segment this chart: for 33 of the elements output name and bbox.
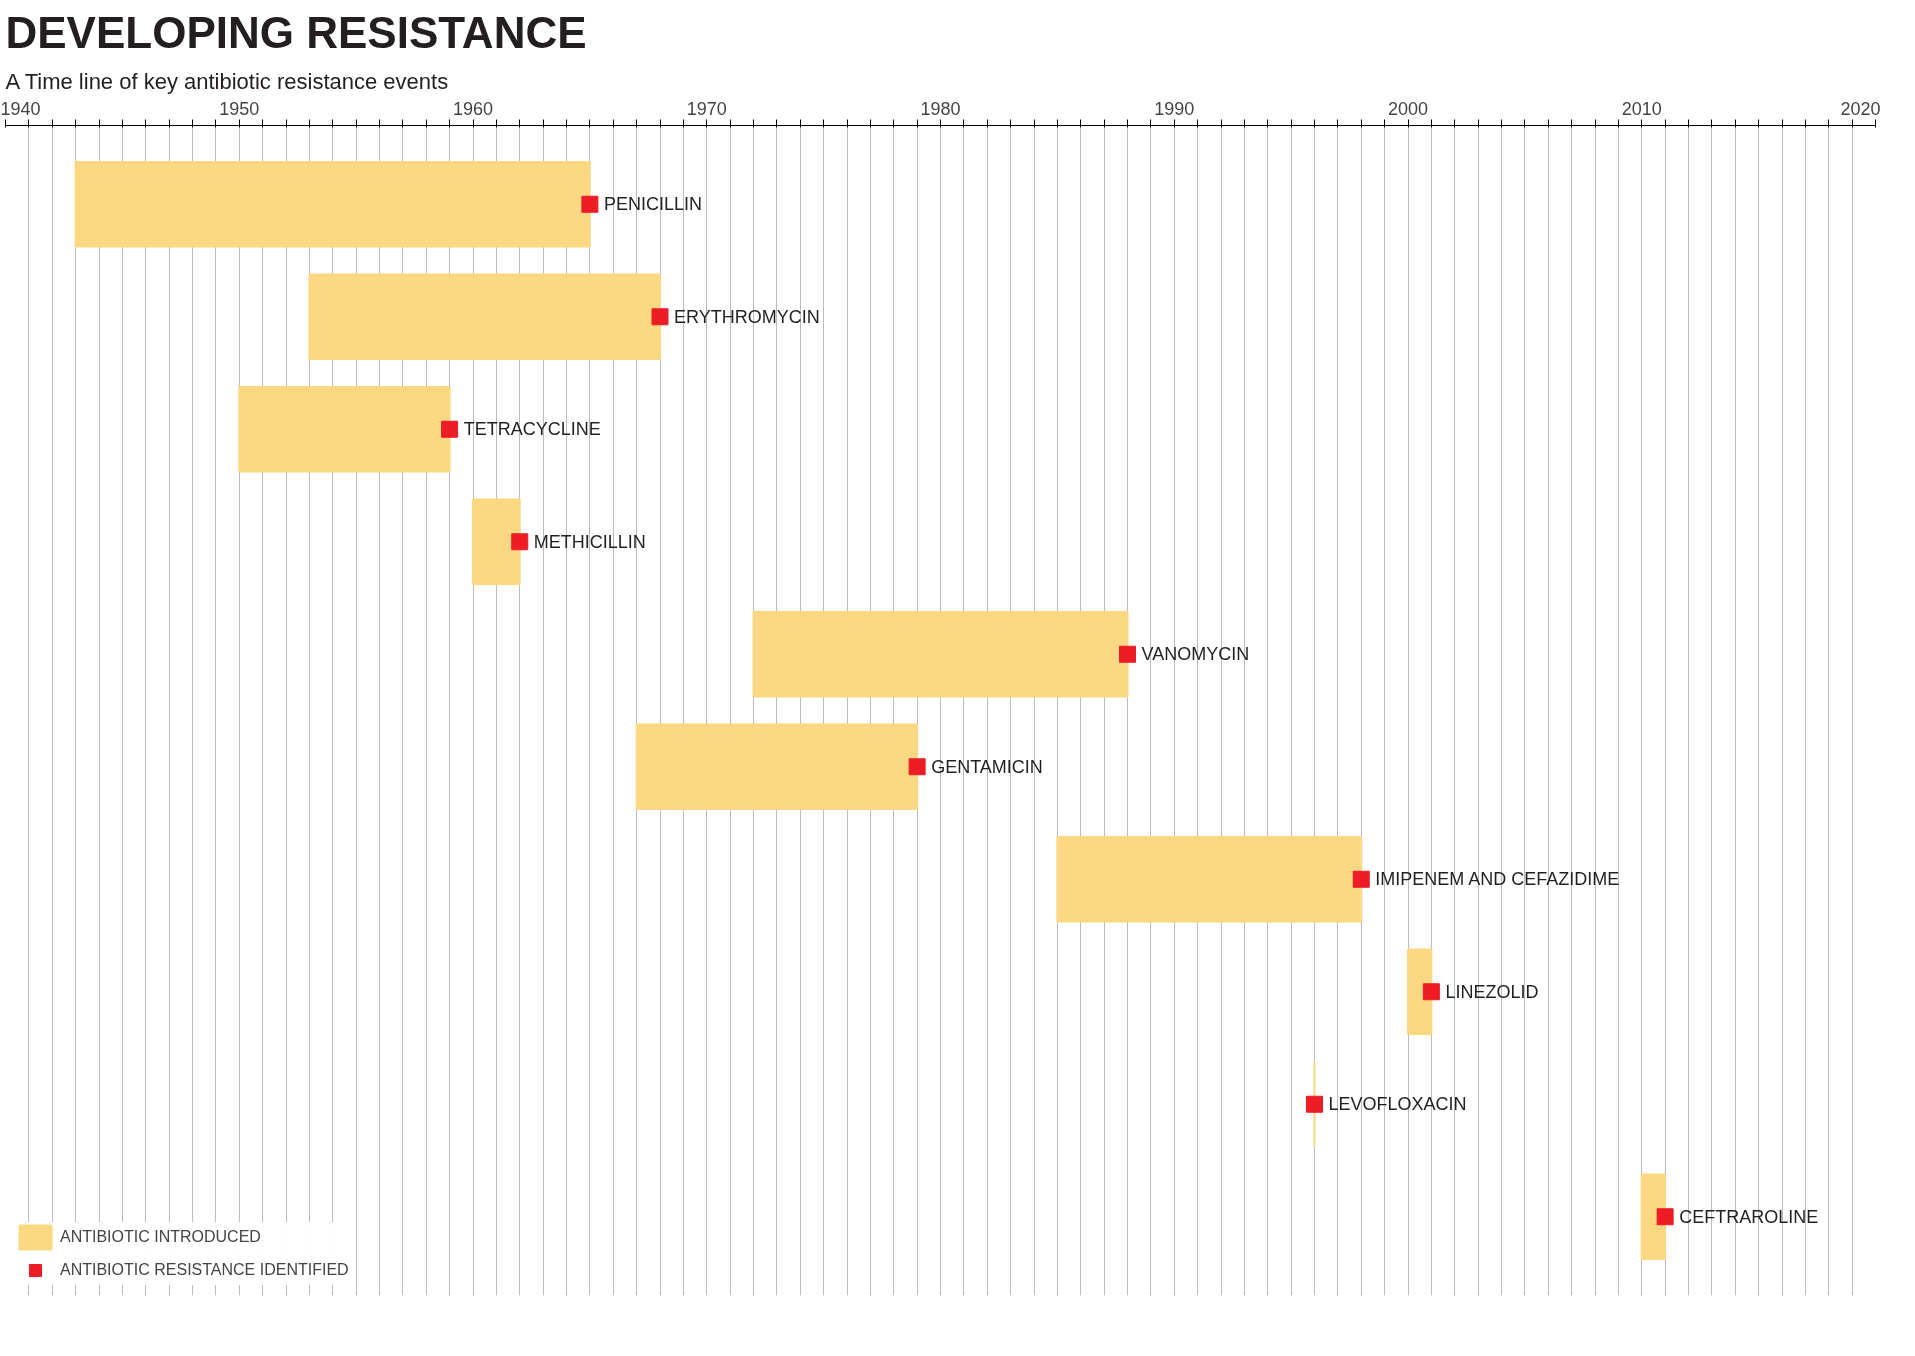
y-tick-label: GENTAMICIN xyxy=(931,756,1043,777)
point xyxy=(441,420,459,438)
legend-label: ANTIBIOTIC RESISTANCE IDENTIFIED xyxy=(60,1261,349,1279)
point xyxy=(1352,870,1370,888)
point xyxy=(1119,645,1136,663)
y-tick-label: LINEZOLID xyxy=(1445,981,1539,1002)
legend-label: ANTIBIOTIC INTRODUCED xyxy=(60,1228,261,1246)
x-tick-label: 1950 xyxy=(219,98,260,119)
point xyxy=(511,533,529,551)
x-tick-label: 1960 xyxy=(452,98,494,119)
y-tick-label: PENICILLIN xyxy=(603,194,702,215)
point xyxy=(581,195,599,213)
point xyxy=(1422,983,1440,1001)
y-tick-label: ERYTHROMYCIN xyxy=(674,306,820,327)
chart-title: DEVELOPING RESISTANCE xyxy=(5,7,587,57)
y-tick-label: METHICILLIN xyxy=(533,531,646,552)
chart-subtitle: A Time line of key antibiotic resistance events xyxy=(5,68,449,94)
point xyxy=(1306,1095,1323,1113)
y-tick-label: CEFTRAROLINE xyxy=(1679,1206,1819,1227)
point xyxy=(1656,1208,1674,1226)
x-tick-label: 2010 xyxy=(1621,98,1662,119)
x-tick-label: 1940 xyxy=(0,98,41,119)
x-tick-label: 2000 xyxy=(1387,98,1429,119)
point xyxy=(651,308,669,326)
x-tick-label: 1990 xyxy=(1154,98,1195,119)
x-tick-label: 1970 xyxy=(686,98,727,119)
x-tick-label: 2020 xyxy=(1840,98,1881,119)
x-tick-label: 1980 xyxy=(920,98,961,119)
y-tick-label: LEVOFLOXACIN xyxy=(1328,1094,1467,1115)
point xyxy=(908,758,926,776)
y-tick-label: VANOMYCIN xyxy=(1141,644,1250,665)
y-tick-label: TETRACYCLINE xyxy=(463,419,601,440)
y-tick-label: IMIPENEM AND CEFAZIDIME xyxy=(1375,869,1620,890)
